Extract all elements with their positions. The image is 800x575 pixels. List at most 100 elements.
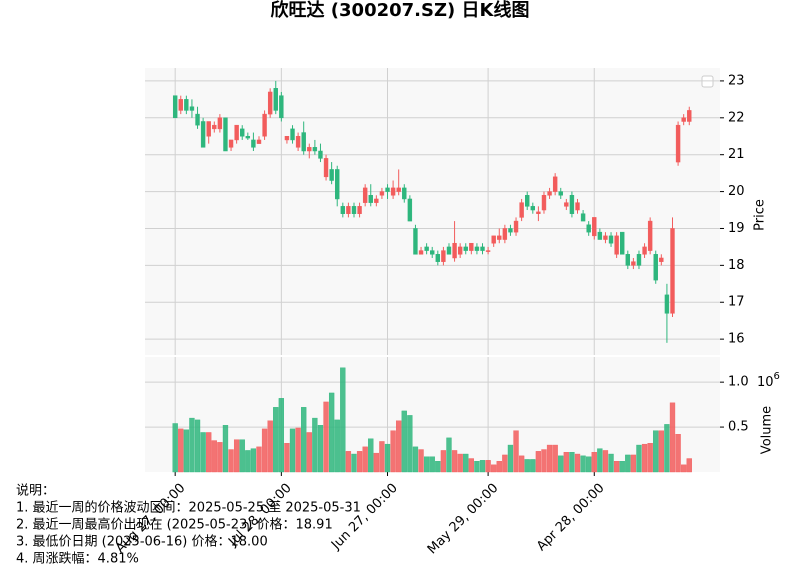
volume-bar <box>530 459 536 473</box>
candle-body <box>491 235 496 244</box>
candle-body <box>603 235 608 240</box>
candle-body <box>251 139 256 148</box>
x-tick-label: May 29, 00:00 <box>425 481 502 558</box>
volume-bar <box>407 415 413 473</box>
volume-bar <box>194 419 201 473</box>
volume-bar <box>613 461 620 473</box>
candle-body <box>636 254 642 266</box>
volume-bar <box>681 464 687 473</box>
candle-body <box>424 246 429 251</box>
volume-bar <box>669 402 676 473</box>
candle-body <box>469 242 474 251</box>
volume-bar <box>306 432 312 473</box>
volume-bar <box>273 407 279 473</box>
candle-body <box>430 250 435 255</box>
candle-body <box>217 117 223 130</box>
volume-bar <box>317 425 324 473</box>
y-axis-label: Price <box>753 199 768 231</box>
candle-body <box>234 124 239 141</box>
candle-body <box>452 242 457 259</box>
volume-bar <box>602 450 609 473</box>
volume-bar <box>401 410 407 473</box>
candle-body <box>569 195 575 214</box>
volume-bar <box>379 441 385 473</box>
volume-bar <box>574 453 581 473</box>
candle-body <box>329 169 334 181</box>
candle-body <box>396 187 401 192</box>
candle-body <box>592 217 597 237</box>
volume-bar <box>396 420 402 473</box>
note-line: 1. 最近一周的价格波动区间：2025-05-25 至 2025-05-31 <box>16 500 361 516</box>
volume-bar <box>278 398 285 473</box>
volume-bar <box>485 460 491 473</box>
volume-bar <box>496 461 502 473</box>
volume-bar <box>206 432 212 473</box>
volume-bar <box>468 458 474 473</box>
candle-body <box>586 224 591 233</box>
volume-bar <box>435 461 441 473</box>
volume-bar <box>586 456 592 473</box>
candle-body <box>480 246 485 251</box>
volume-bar <box>228 449 234 473</box>
candle-body <box>379 191 385 196</box>
volume-axis-label: Volume <box>760 406 775 454</box>
volume-bar <box>653 430 659 473</box>
volume-bar <box>513 430 519 473</box>
y-tick-label: 22 <box>728 110 745 125</box>
candle-body <box>497 235 502 240</box>
y-tick-label: 23 <box>728 73 745 88</box>
volume-bar <box>463 453 469 473</box>
volume-bar <box>334 419 340 473</box>
candle-body <box>614 235 619 255</box>
candle-body <box>446 246 452 255</box>
notes: 说明：1. 最近一周的价格波动区间：2025-05-25 至 2025-05-3… <box>16 484 361 567</box>
volume-bar <box>664 424 670 473</box>
volume-bar <box>502 454 508 473</box>
volume-bar <box>524 459 530 473</box>
volume-bar <box>569 452 575 473</box>
candle-body <box>200 121 206 148</box>
volume-bar <box>518 455 525 473</box>
candle-body <box>474 246 480 251</box>
volume-bar <box>245 450 251 473</box>
note-line: 说明： <box>16 484 55 499</box>
candle-body <box>267 91 273 115</box>
volume-bar <box>368 438 374 473</box>
y-tick-label: 21 <box>728 147 745 162</box>
legend <box>701 75 714 88</box>
note-line: 3. 最低价日期 (2025-06-16) 价格：18.00 <box>16 534 268 550</box>
candle-body <box>552 176 558 192</box>
candle-body <box>631 261 636 266</box>
offset-exponent: 6 <box>774 371 780 382</box>
candle-body <box>340 206 346 214</box>
candle-body <box>530 206 536 211</box>
candle-body <box>513 220 519 233</box>
candle-body <box>390 187 396 196</box>
candle-body <box>457 246 463 255</box>
volume-bar <box>625 454 631 473</box>
candle-body <box>312 147 318 152</box>
candle-body <box>256 139 262 144</box>
volume-bar <box>558 455 564 473</box>
candle-body <box>597 231 603 240</box>
candle-body <box>541 195 547 211</box>
candle-body <box>508 228 513 233</box>
volume-bar <box>295 427 301 473</box>
volume-bar <box>451 450 458 473</box>
candle-body <box>642 246 647 255</box>
volume-bar <box>541 449 547 473</box>
offset-base: 10 <box>757 375 774 390</box>
volume-bar <box>345 451 352 473</box>
candle-body <box>301 132 306 152</box>
candle-body <box>435 254 441 262</box>
note-line: 2. 最近一周最高价出现在 (2025-05-23) 价格：18.91 <box>16 517 333 533</box>
candle-body <box>558 191 563 196</box>
volume-bar <box>323 401 329 473</box>
volume-bar <box>250 448 257 473</box>
volume-bar <box>546 444 553 473</box>
volume-bar <box>457 453 463 473</box>
candle-body <box>625 254 631 266</box>
candle-body <box>502 228 508 240</box>
volume-bar <box>658 430 664 473</box>
candle-body <box>351 206 357 214</box>
